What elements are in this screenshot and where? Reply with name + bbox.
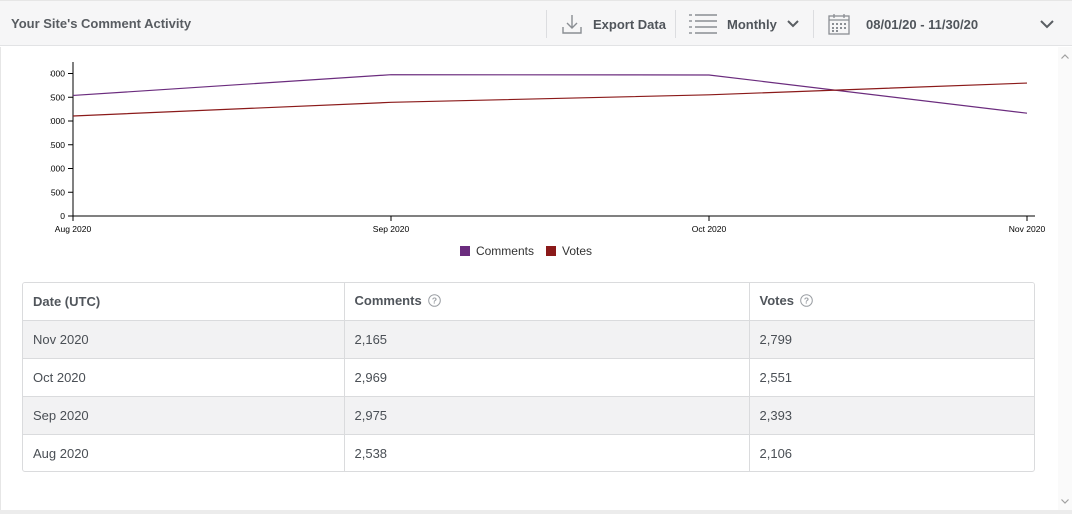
cell-votes: 2,551: [749, 358, 1034, 397]
calendar-icon: [828, 13, 850, 35]
cell-date: Oct 2020: [23, 358, 345, 397]
chevron-down-icon: [787, 20, 799, 28]
header-divider: [813, 10, 814, 38]
y-tick-label: 2500: [50, 92, 65, 102]
series-line-comments: [72, 74, 1028, 114]
scroll-down-arrow-icon[interactable]: [1058, 495, 1072, 507]
legend-label-votes: Votes: [561, 244, 593, 258]
export-data-label: Export Data: [593, 16, 666, 32]
y-tick-label: 1000: [50, 164, 65, 174]
cell-votes: 2,106: [759, 445, 793, 461]
interval-dropdown[interactable]: Monthly: [689, 9, 799, 39]
collapse-panel-button[interactable]: [1040, 9, 1054, 39]
table-header-row: Date (UTC) Comments ? Votes ?: [23, 283, 1034, 321]
column-header-date[interactable]: Date (UTC): [23, 283, 345, 321]
column-header-label: Date (UTC): [33, 293, 101, 309]
cell-comments: 2,165: [344, 320, 750, 359]
y-tick-label: 0: [60, 211, 65, 221]
help-icon[interactable]: ?: [800, 293, 813, 310]
votes-swatch: [545, 246, 556, 256]
interval-label: Monthly: [727, 16, 777, 32]
cell-comments: 2,538: [344, 434, 750, 471]
table-row: Aug 2020 2,538 2,106: [23, 434, 1034, 471]
header-divider: [675, 10, 676, 38]
x-tick-label: Oct 2020: [692, 224, 727, 234]
cell-comments: 2,969: [344, 358, 750, 397]
x-tick-label: Sep 2020: [373, 224, 410, 234]
date-range-label: 08/01/20 - 11/30/20: [866, 16, 979, 32]
legend-item-votes: Votes: [545, 244, 593, 258]
table-row: Nov 2020 2,165 2,799: [23, 320, 1034, 359]
column-header-label: Comments: [354, 292, 422, 308]
list-icon: [689, 13, 717, 35]
export-data-button[interactable]: Export Data: [561, 9, 666, 39]
svg-text:?: ?: [804, 295, 809, 305]
activity-line-chart: 0 500 1000 1500 2000 2500 3000 Aug 2020 Sep 2020…: [50, 62, 1046, 234]
help-icon[interactable]: ?: [427, 293, 441, 310]
panel-bottom-border: [0, 510, 1072, 514]
cell-votes: 2,393: [749, 396, 1034, 435]
legend-item-comments: Comments: [459, 244, 534, 258]
scroll-up-arrow-icon[interactable]: [1058, 50, 1072, 62]
comments-swatch: [459, 246, 470, 256]
x-tick-label: Nov 2020: [1009, 224, 1046, 234]
chart-legend: Comments Votes: [0, 244, 1052, 258]
column-header-label: Votes: [759, 292, 794, 308]
table-row: Sep 2020 2,975 2,393: [23, 396, 1034, 435]
y-tick-label: 500: [51, 187, 65, 197]
y-tick-label: 2000: [50, 116, 65, 126]
cell-votes: 2,799: [749, 320, 1034, 359]
chevron-down-icon: [1040, 19, 1054, 29]
cell-date: Nov 2020: [23, 320, 345, 359]
panel-title: Your Site's Comment Activity: [11, 16, 192, 31]
series-line-votes: [72, 82, 1028, 117]
vertical-scrollbar[interactable]: [1058, 47, 1072, 510]
x-tick-label: Aug 2020: [55, 224, 92, 234]
legend-label-comments: Comments: [475, 244, 534, 258]
download-icon: [561, 13, 583, 35]
y-tick-label: 1500: [50, 140, 65, 150]
svg-text:?: ?: [432, 295, 437, 305]
activity-table: Date (UTC) Comments ? Votes ? Nov 2020 2…: [22, 282, 1035, 472]
header-divider: [546, 10, 547, 38]
column-header-comments[interactable]: Comments ?: [344, 283, 750, 321]
cell-comments: 2,975: [344, 396, 750, 435]
cell-date: Sep 2020: [23, 396, 345, 435]
column-header-votes[interactable]: Votes ?: [749, 283, 1034, 321]
table-row: Oct 2020 2,969 2,551: [23, 358, 1034, 397]
date-range-picker[interactable]: 08/01/20 - 11/30/20: [828, 9, 978, 39]
cell-date: Aug 2020: [23, 434, 345, 471]
panel-header: Your Site's Comment Activity Export Data…: [0, 0, 1072, 46]
y-tick-label: 3000: [50, 69, 65, 79]
